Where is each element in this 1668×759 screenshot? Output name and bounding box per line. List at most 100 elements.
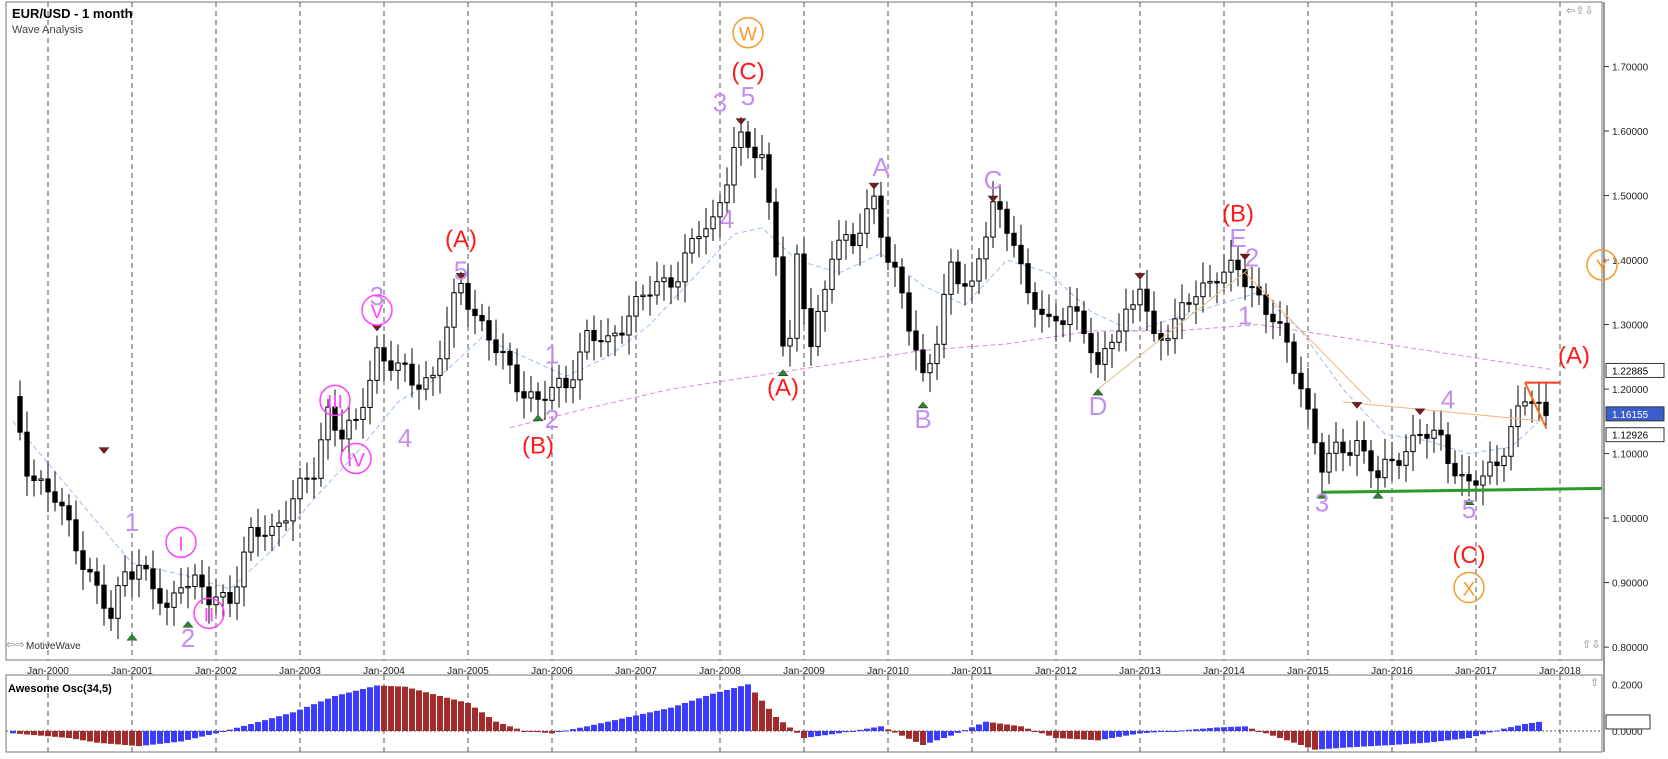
oscillator-bar bbox=[269, 718, 275, 731]
oscillator-bar bbox=[1018, 726, 1024, 731]
candle bbox=[934, 325, 940, 381]
candle bbox=[493, 319, 499, 366]
candle-body bbox=[871, 195, 877, 210]
candle bbox=[780, 236, 786, 357]
candle-body bbox=[850, 234, 856, 247]
candle bbox=[815, 294, 821, 357]
oscillator-bar bbox=[563, 730, 569, 732]
candle bbox=[521, 371, 527, 419]
swing-high-marker bbox=[1351, 402, 1363, 409]
oscillator-bar bbox=[752, 692, 758, 731]
candle-body bbox=[1291, 341, 1297, 374]
candle-body bbox=[885, 236, 891, 263]
chart-settings-icon[interactable]: ⇦⇧⇩ bbox=[1566, 4, 1594, 17]
x-tick-label: Jan-2018 bbox=[1539, 666, 1581, 677]
candle-body bbox=[171, 592, 177, 608]
candle bbox=[1123, 288, 1129, 352]
oscillator-bar bbox=[73, 731, 79, 740]
x-tick-label: Jan-2012 bbox=[1035, 666, 1077, 677]
candle bbox=[787, 319, 793, 367]
candle bbox=[325, 398, 331, 460]
candle bbox=[1480, 460, 1486, 506]
x-tick-label: Jan-2000 bbox=[27, 666, 69, 677]
oscillator-bar bbox=[955, 731, 961, 733]
oscillator-bar bbox=[423, 692, 429, 731]
oscillator-bar bbox=[17, 731, 23, 734]
candle bbox=[311, 457, 317, 499]
candle bbox=[703, 208, 709, 255]
oscillator-bar bbox=[1032, 731, 1038, 732]
x-tick-label: Jan-2007 bbox=[615, 666, 657, 677]
wave-label: II bbox=[204, 605, 215, 626]
oscillator-bar bbox=[1375, 731, 1381, 746]
y-tick-label: 0.80000 bbox=[1612, 643, 1649, 654]
candle bbox=[955, 249, 961, 294]
oscillator-bar bbox=[290, 712, 296, 731]
candle bbox=[1487, 441, 1493, 485]
swing-high-marker bbox=[1239, 253, 1251, 261]
candle bbox=[1522, 387, 1528, 416]
scroll-arrows-icon[interactable]: ⇧⇩ bbox=[1582, 638, 1601, 651]
oscillator-bar bbox=[794, 731, 800, 733]
oscillator-bar bbox=[206, 731, 212, 735]
wave-label: A bbox=[872, 152, 890, 182]
moving-average-line bbox=[509, 323, 1554, 429]
oscillator-bar bbox=[605, 721, 611, 731]
x-tick-label: Jan-2015 bbox=[1287, 666, 1329, 677]
oscillator-bar bbox=[87, 731, 93, 742]
candle-body bbox=[780, 256, 786, 347]
oscillator-bar bbox=[773, 717, 779, 731]
candle-body bbox=[892, 261, 898, 268]
candle bbox=[1046, 294, 1052, 328]
candle-body bbox=[710, 216, 716, 230]
candle bbox=[290, 479, 296, 541]
oscillator-bar bbox=[1473, 731, 1479, 737]
oscillator-bar bbox=[626, 717, 632, 731]
oscillator-bar bbox=[1088, 731, 1094, 740]
candle-body bbox=[143, 564, 149, 570]
candle-body bbox=[1130, 304, 1136, 310]
candle-body bbox=[283, 520, 289, 524]
candle-body bbox=[843, 234, 849, 241]
candle-body bbox=[234, 586, 240, 604]
oscillator-bar bbox=[276, 716, 282, 731]
candle-body bbox=[1501, 455, 1507, 467]
pan-arrows-icon[interactable]: ⇦⇨ bbox=[6, 638, 25, 651]
swing-high-marker bbox=[98, 447, 110, 454]
oscillator-bar bbox=[1200, 728, 1206, 731]
candle bbox=[899, 258, 905, 309]
candle bbox=[654, 261, 660, 305]
candle bbox=[577, 332, 583, 400]
candle bbox=[1200, 262, 1206, 313]
oscillator-bar bbox=[1025, 728, 1031, 731]
oscillator-bar bbox=[283, 714, 289, 731]
oscillator-bar bbox=[1417, 731, 1423, 744]
candle-body bbox=[647, 294, 653, 297]
candle-body bbox=[1431, 429, 1437, 439]
candle bbox=[1389, 441, 1395, 482]
candle-body bbox=[318, 439, 324, 479]
oscillator-bar bbox=[710, 693, 716, 731]
candle-body bbox=[962, 283, 968, 287]
oscillator-bar bbox=[374, 685, 380, 731]
candle bbox=[1053, 303, 1059, 342]
indicator-settings-icon[interactable]: ⇧ bbox=[1590, 676, 1600, 689]
wave-label-circle bbox=[165, 526, 197, 559]
candle bbox=[339, 409, 345, 454]
oscillator-bar bbox=[829, 731, 835, 735]
oscillator-bar bbox=[668, 707, 674, 731]
oscillator-bar bbox=[514, 728, 520, 731]
candle bbox=[444, 306, 450, 371]
oscillator-bar bbox=[1389, 731, 1395, 745]
candle bbox=[591, 315, 597, 361]
oscillator-bar bbox=[542, 731, 548, 733]
swing-high-marker bbox=[735, 118, 747, 125]
y-tick-label: 1.60000 bbox=[1612, 127, 1649, 138]
candle-body bbox=[1228, 259, 1234, 273]
candle-body bbox=[1242, 269, 1248, 288]
oscillator-bar bbox=[1214, 727, 1220, 731]
candle-body bbox=[220, 592, 226, 598]
candle-body bbox=[38, 478, 44, 481]
wave-label: 1 bbox=[125, 507, 139, 537]
